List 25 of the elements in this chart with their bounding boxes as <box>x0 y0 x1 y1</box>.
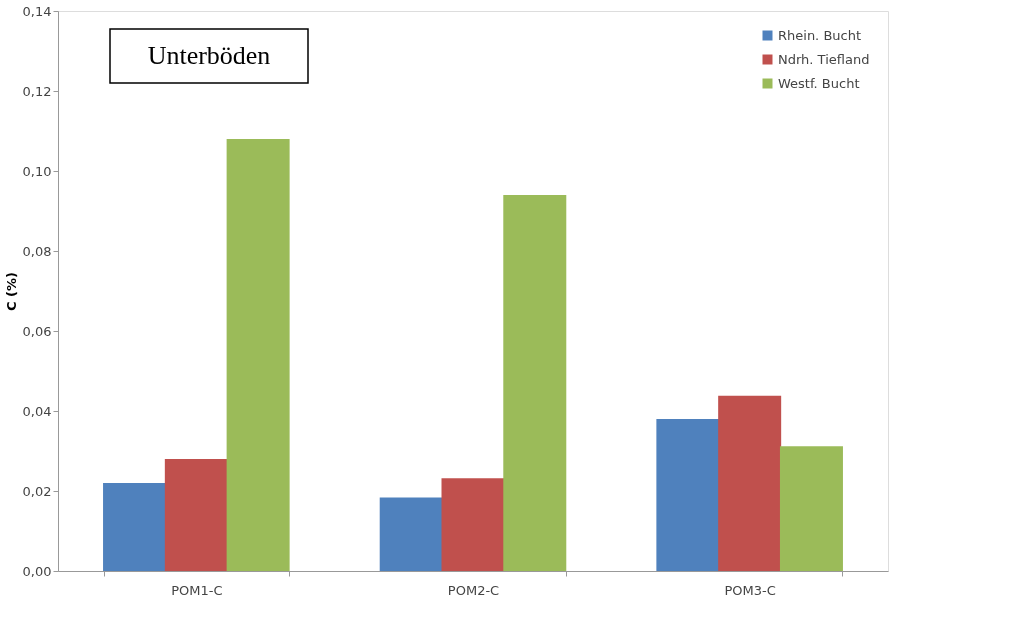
x-tick-label: POM1-C <box>171 582 223 598</box>
y-tick-label: 0,04 <box>22 403 52 419</box>
bar <box>103 483 167 571</box>
bar <box>441 478 505 571</box>
bar <box>164 459 228 571</box>
legend-label: Rhein. Bucht <box>778 27 862 43</box>
bar <box>718 395 782 571</box>
x-tick-label: POM2-C <box>447 582 500 598</box>
y-tick-label: 0,12 <box>22 83 52 99</box>
bar <box>656 419 720 571</box>
bar <box>503 195 567 571</box>
y-tick-label: 0,00 <box>22 563 52 579</box>
y-tick-label: 0,02 <box>22 483 52 499</box>
annotation: Unterböden <box>147 41 271 70</box>
y-tick-label: 0,08 <box>22 243 52 259</box>
bar <box>779 446 843 571</box>
legend-label: Westf. Bucht <box>778 75 860 91</box>
y-tick-label: 0,06 <box>22 323 52 339</box>
y-axis-title: C (%) <box>3 272 19 311</box>
bar <box>379 497 443 571</box>
x-tick-label: POM3-C <box>724 582 776 598</box>
bar <box>226 139 290 571</box>
legend-label: Ndrh. Tiefland <box>778 51 870 67</box>
y-tick-label: 0,14 <box>22 3 52 19</box>
y-tick-label: 0,10 <box>22 163 52 179</box>
